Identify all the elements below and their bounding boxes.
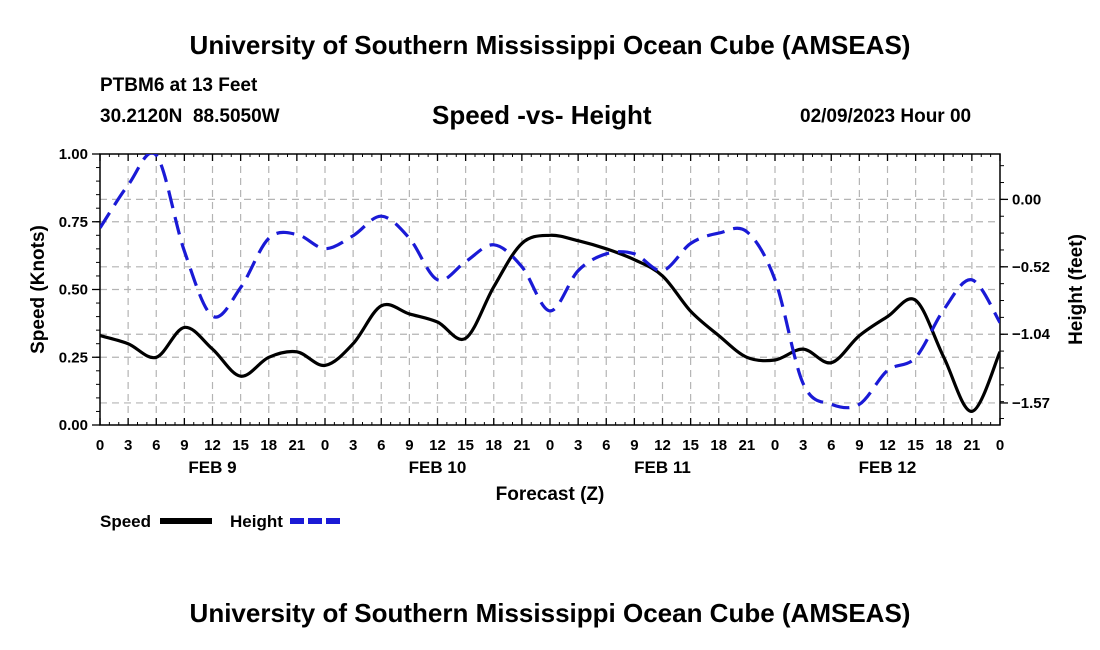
y-tick-label-right: 0.00 bbox=[1012, 191, 1041, 208]
x-tick-label: 15 bbox=[907, 437, 924, 454]
x-tick-label: 12 bbox=[429, 437, 446, 454]
x-tick-label: 3 bbox=[124, 437, 132, 454]
x-tick-label: 6 bbox=[377, 437, 385, 454]
x-tick-label: 18 bbox=[260, 437, 277, 454]
x-tick-label: 0 bbox=[546, 437, 554, 454]
x-tick-label: 15 bbox=[682, 437, 699, 454]
legend-label-height: Height bbox=[230, 512, 283, 531]
x-tick-label: 18 bbox=[485, 437, 502, 454]
x-tick-label: 3 bbox=[574, 437, 582, 454]
x-tick-label: 6 bbox=[152, 437, 160, 454]
footer-title: University of Southern Mississippi Ocean… bbox=[189, 598, 911, 628]
y-tick-label-left: 1.00 bbox=[59, 146, 88, 163]
x-tick-label: 0 bbox=[321, 437, 329, 454]
x-tick-label: 12 bbox=[879, 437, 896, 454]
x-tick-label: 0 bbox=[996, 437, 1004, 454]
x-tick-label: 0 bbox=[771, 437, 779, 454]
x-tick-label: 6 bbox=[827, 437, 835, 454]
legend-label-speed: Speed bbox=[100, 512, 151, 531]
chart-title: University of Southern Mississippi Ocean… bbox=[189, 30, 911, 60]
x-tick-label: 21 bbox=[514, 437, 531, 454]
y-tick-label-left: 0.75 bbox=[59, 214, 88, 231]
x-tick-label: 9 bbox=[855, 437, 863, 454]
x-tick-label: 12 bbox=[654, 437, 671, 454]
station-coordinates: 30.2120N 88.5050W bbox=[100, 106, 280, 127]
day-label: FEB 12 bbox=[859, 458, 917, 477]
y-tick-label-left: 0.50 bbox=[59, 282, 88, 299]
y-axis-title-right: Height (feet) bbox=[1066, 234, 1087, 345]
x-axis-title: Forecast (Z) bbox=[496, 484, 605, 505]
speed-series-line bbox=[100, 233, 1000, 413]
day-label: FEB 11 bbox=[634, 458, 691, 477]
x-tick-label: 9 bbox=[630, 437, 638, 454]
y-tick-label-left: 0.00 bbox=[59, 417, 88, 434]
x-tick-label: 3 bbox=[349, 437, 357, 454]
station-label: PTBM6 at 13 Feet bbox=[100, 75, 258, 96]
y-tick-label-right: −1.57 bbox=[1012, 395, 1050, 412]
x-tick-label: 15 bbox=[232, 437, 249, 454]
y-tick-label-right: −1.04 bbox=[1012, 326, 1051, 343]
height-series-line bbox=[100, 154, 1000, 410]
x-tick-label: 0 bbox=[96, 437, 104, 454]
forecast-date: 02/09/2023 Hour 00 bbox=[800, 106, 972, 127]
y-axis-title-left: Speed (Knots) bbox=[28, 225, 49, 354]
x-tick-label: 3 bbox=[799, 437, 807, 454]
y-tick-label-left: 0.25 bbox=[59, 349, 88, 366]
day-label: FEB 9 bbox=[188, 458, 236, 477]
x-tick-label: 18 bbox=[710, 437, 727, 454]
x-tick-label: 21 bbox=[964, 437, 981, 454]
x-tick-label: 21 bbox=[739, 437, 756, 454]
x-tick-label: 15 bbox=[457, 437, 474, 454]
day-label: FEB 10 bbox=[409, 458, 467, 477]
x-tick-label: 18 bbox=[935, 437, 952, 454]
x-tick-label: 9 bbox=[405, 437, 413, 454]
x-tick-label: 9 bbox=[180, 437, 188, 454]
y-tick-label-right: −0.52 bbox=[1012, 259, 1050, 276]
x-tick-label: 6 bbox=[602, 437, 610, 454]
chart-subtitle: Speed -vs- Height bbox=[432, 100, 652, 130]
x-tick-label: 12 bbox=[204, 437, 221, 454]
x-tick-label: 21 bbox=[289, 437, 306, 454]
